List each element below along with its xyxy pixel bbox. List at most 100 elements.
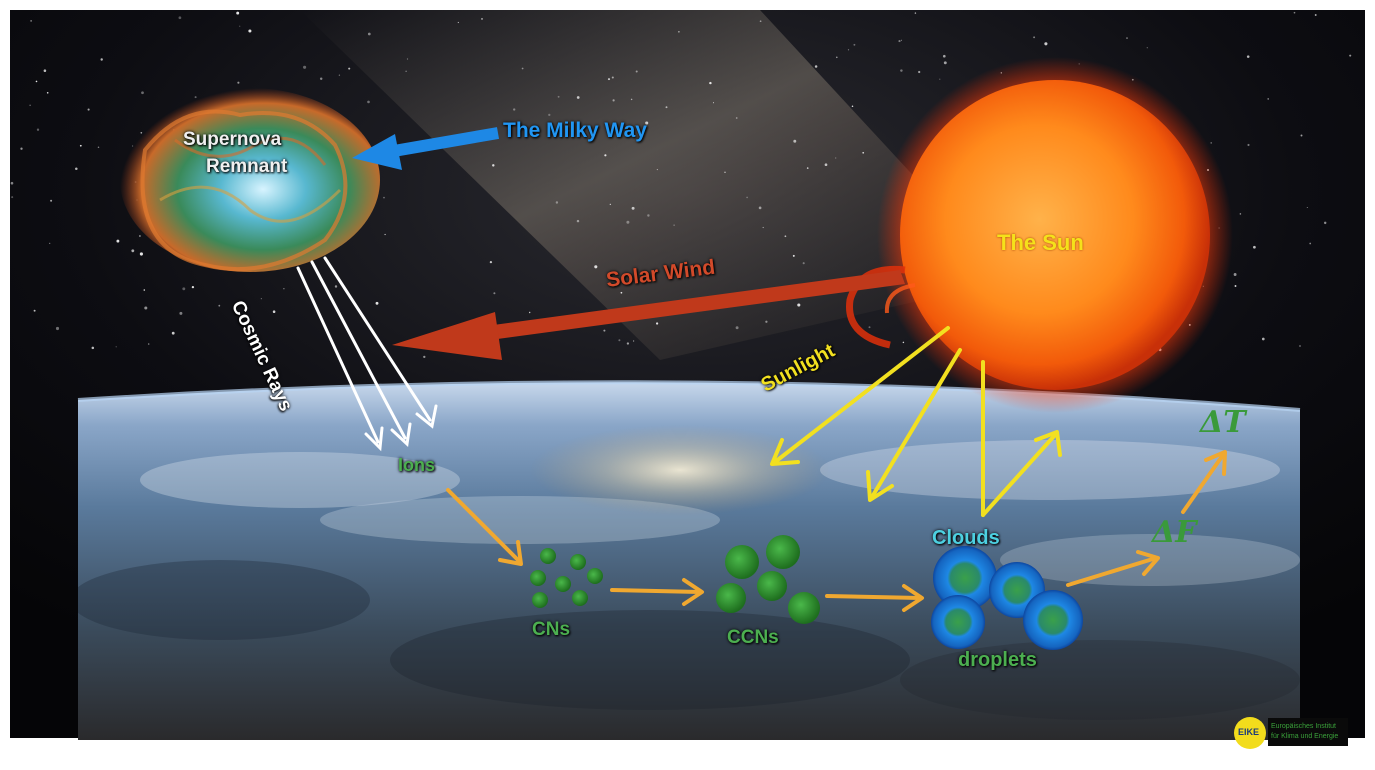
- star: [334, 285, 338, 288]
- star: [914, 12, 917, 14]
- star: [29, 104, 31, 106]
- star: [10, 181, 14, 185]
- star: [814, 65, 818, 68]
- star: [1261, 337, 1265, 341]
- star: [239, 25, 241, 27]
- eike-caption-line1: Europäisches Institut: [1271, 723, 1336, 730]
- star: [898, 40, 901, 43]
- star: [620, 291, 623, 294]
- star: [765, 320, 768, 323]
- star: [493, 292, 496, 295]
- star: [116, 239, 120, 243]
- star: [604, 154, 607, 157]
- star: [367, 100, 370, 104]
- star: [36, 128, 40, 131]
- star: [248, 29, 252, 33]
- star: [49, 242, 51, 245]
- star: [43, 69, 47, 72]
- star: [594, 265, 598, 269]
- star: [237, 81, 240, 84]
- star: [759, 20, 762, 23]
- star: [171, 331, 175, 335]
- star: [853, 43, 856, 46]
- star: [79, 144, 82, 147]
- star: [423, 355, 426, 359]
- star: [139, 235, 141, 237]
- star: [100, 58, 103, 61]
- star: [611, 76, 614, 79]
- star: [758, 206, 762, 210]
- star: [673, 224, 675, 226]
- star: [75, 167, 78, 170]
- milky-way-label: The Milky Way: [503, 119, 647, 142]
- star: [630, 98, 633, 101]
- star: [97, 146, 100, 148]
- cns-label: CNs: [532, 619, 571, 640]
- star: [645, 121, 649, 125]
- star: [139, 252, 143, 256]
- star: [457, 21, 459, 24]
- star: [665, 106, 668, 109]
- star: [319, 77, 323, 80]
- ions-label: Ions: [398, 455, 436, 475]
- star: [1309, 242, 1312, 245]
- star: [1044, 42, 1048, 46]
- star: [603, 329, 606, 332]
- star: [824, 163, 828, 167]
- star: [405, 70, 407, 72]
- star: [607, 78, 611, 81]
- star: [1253, 245, 1256, 249]
- star: [1126, 37, 1128, 40]
- star: [576, 219, 580, 223]
- supernova-label-line1: Supernova: [183, 129, 282, 150]
- star: [655, 322, 659, 325]
- star: [797, 303, 801, 307]
- star: [724, 171, 726, 173]
- star: [182, 287, 186, 291]
- delta-t-label: ΔT: [1200, 405, 1246, 440]
- star: [862, 151, 865, 154]
- star: [131, 249, 135, 253]
- star: [713, 102, 714, 104]
- star: [709, 81, 712, 85]
- star: [147, 343, 150, 345]
- cosmic-ray-arrows: [296, 256, 438, 452]
- star: [236, 11, 240, 15]
- star: [618, 339, 621, 342]
- star: [87, 108, 90, 111]
- process-arrows: [446, 450, 1227, 612]
- star: [647, 214, 650, 217]
- star: [626, 342, 630, 345]
- star: [632, 340, 635, 342]
- star: [91, 346, 95, 350]
- star: [513, 108, 516, 111]
- star: [178, 16, 182, 20]
- star: [30, 20, 32, 22]
- star: [141, 91, 144, 95]
- star: [191, 285, 195, 289]
- eike-logo-text: EIKE: [1238, 727, 1260, 737]
- star: [918, 70, 921, 74]
- star: [1239, 213, 1242, 215]
- star: [11, 196, 14, 199]
- star: [50, 199, 53, 202]
- star: [348, 67, 351, 70]
- star: [942, 54, 946, 58]
- star: [735, 326, 739, 330]
- star: [1247, 143, 1250, 147]
- solar-wind-arrow: [392, 270, 905, 360]
- star: [557, 95, 560, 98]
- star: [836, 56, 838, 59]
- earth: [77, 380, 1301, 740]
- star: [847, 49, 850, 51]
- star: [283, 288, 285, 290]
- sun-glare: [530, 425, 830, 515]
- star: [529, 311, 531, 314]
- star: [115, 346, 117, 348]
- star: [481, 18, 483, 20]
- sun-label: The Sun: [997, 230, 1084, 255]
- star: [384, 233, 386, 236]
- star: [678, 30, 680, 33]
